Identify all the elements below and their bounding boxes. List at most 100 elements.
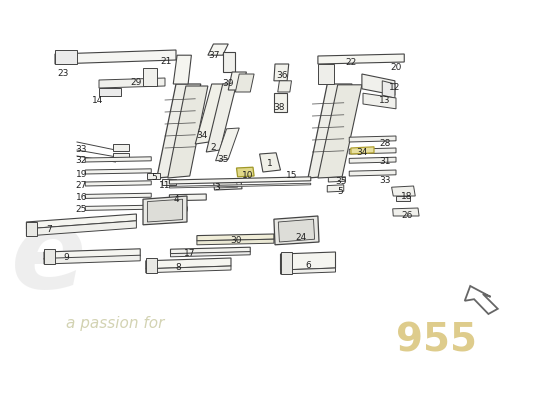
- Polygon shape: [218, 182, 238, 188]
- Text: 2: 2: [211, 144, 216, 152]
- Polygon shape: [26, 214, 136, 229]
- Ellipse shape: [307, 223, 318, 234]
- Polygon shape: [44, 249, 140, 259]
- Text: 26: 26: [402, 211, 412, 220]
- Text: 15: 15: [286, 172, 297, 180]
- Text: 11: 11: [160, 182, 170, 190]
- Polygon shape: [147, 173, 160, 179]
- Text: 6: 6: [305, 262, 311, 270]
- Polygon shape: [362, 74, 395, 95]
- Text: 39: 39: [223, 79, 234, 88]
- Text: 35: 35: [336, 178, 346, 186]
- Text: 19: 19: [76, 170, 87, 178]
- Text: 25: 25: [76, 206, 87, 214]
- Polygon shape: [382, 81, 395, 98]
- Text: 33: 33: [76, 145, 87, 154]
- Polygon shape: [147, 199, 183, 222]
- Polygon shape: [55, 50, 176, 64]
- Polygon shape: [85, 205, 151, 210]
- Polygon shape: [85, 181, 151, 186]
- Text: 33: 33: [379, 176, 390, 185]
- Text: 13: 13: [379, 96, 390, 105]
- Text: 10: 10: [242, 172, 253, 180]
- Text: 16: 16: [76, 194, 87, 202]
- Polygon shape: [44, 249, 55, 264]
- Polygon shape: [213, 180, 242, 190]
- Polygon shape: [143, 68, 157, 86]
- Text: 14: 14: [92, 96, 103, 105]
- Polygon shape: [280, 252, 336, 270]
- Polygon shape: [280, 268, 336, 274]
- Polygon shape: [223, 52, 235, 72]
- Text: 29: 29: [131, 78, 142, 87]
- Text: 22: 22: [345, 58, 356, 67]
- Text: 32: 32: [76, 156, 87, 165]
- Polygon shape: [99, 88, 121, 96]
- Polygon shape: [26, 222, 37, 236]
- Polygon shape: [146, 266, 231, 273]
- Text: a passion for: a passion for: [66, 316, 164, 331]
- Text: 20: 20: [390, 63, 402, 72]
- Polygon shape: [308, 84, 352, 178]
- Polygon shape: [278, 219, 315, 242]
- Text: 34: 34: [356, 148, 367, 157]
- Polygon shape: [280, 252, 292, 274]
- Polygon shape: [260, 153, 280, 172]
- Text: 21: 21: [161, 58, 172, 66]
- Text: 35: 35: [217, 156, 228, 164]
- Text: 7: 7: [47, 226, 52, 234]
- Polygon shape: [236, 167, 254, 177]
- Text: 28: 28: [379, 140, 390, 148]
- Text: 5: 5: [337, 187, 343, 196]
- Polygon shape: [393, 208, 419, 216]
- Text: 955: 955: [396, 322, 477, 360]
- Text: 17: 17: [184, 250, 195, 258]
- Polygon shape: [274, 216, 319, 245]
- Polygon shape: [349, 157, 396, 163]
- Polygon shape: [55, 50, 77, 64]
- Polygon shape: [113, 153, 129, 160]
- Polygon shape: [169, 177, 311, 184]
- Polygon shape: [349, 136, 396, 142]
- Text: 31: 31: [379, 158, 390, 166]
- Text: 8: 8: [176, 264, 182, 272]
- Polygon shape: [170, 247, 250, 254]
- Polygon shape: [85, 157, 151, 162]
- Polygon shape: [146, 258, 231, 269]
- Ellipse shape: [282, 223, 293, 234]
- Text: 1: 1: [267, 160, 272, 168]
- Polygon shape: [169, 194, 206, 201]
- Text: 5: 5: [151, 174, 157, 182]
- Ellipse shape: [164, 203, 177, 215]
- Polygon shape: [197, 234, 274, 241]
- Polygon shape: [349, 170, 396, 176]
- Polygon shape: [278, 81, 292, 92]
- Polygon shape: [170, 252, 250, 257]
- Polygon shape: [351, 147, 374, 154]
- Polygon shape: [235, 74, 254, 92]
- Polygon shape: [99, 78, 165, 88]
- Text: 37: 37: [209, 51, 220, 60]
- Text: 30: 30: [231, 236, 242, 245]
- Text: e: e: [11, 204, 86, 311]
- Polygon shape: [392, 186, 415, 196]
- Polygon shape: [169, 183, 311, 188]
- Polygon shape: [162, 179, 176, 185]
- Polygon shape: [26, 221, 136, 236]
- Polygon shape: [44, 255, 140, 264]
- Polygon shape: [168, 86, 208, 178]
- Text: 36: 36: [276, 71, 287, 80]
- Polygon shape: [318, 85, 362, 178]
- Polygon shape: [318, 54, 404, 64]
- Ellipse shape: [151, 203, 163, 215]
- Polygon shape: [216, 128, 239, 161]
- Polygon shape: [396, 196, 410, 201]
- Polygon shape: [363, 93, 396, 109]
- Polygon shape: [228, 72, 246, 90]
- Text: 24: 24: [296, 234, 307, 242]
- Text: 27: 27: [76, 182, 87, 190]
- Polygon shape: [173, 55, 191, 84]
- Text: 9: 9: [63, 254, 69, 262]
- Ellipse shape: [175, 203, 188, 215]
- Ellipse shape: [296, 223, 307, 234]
